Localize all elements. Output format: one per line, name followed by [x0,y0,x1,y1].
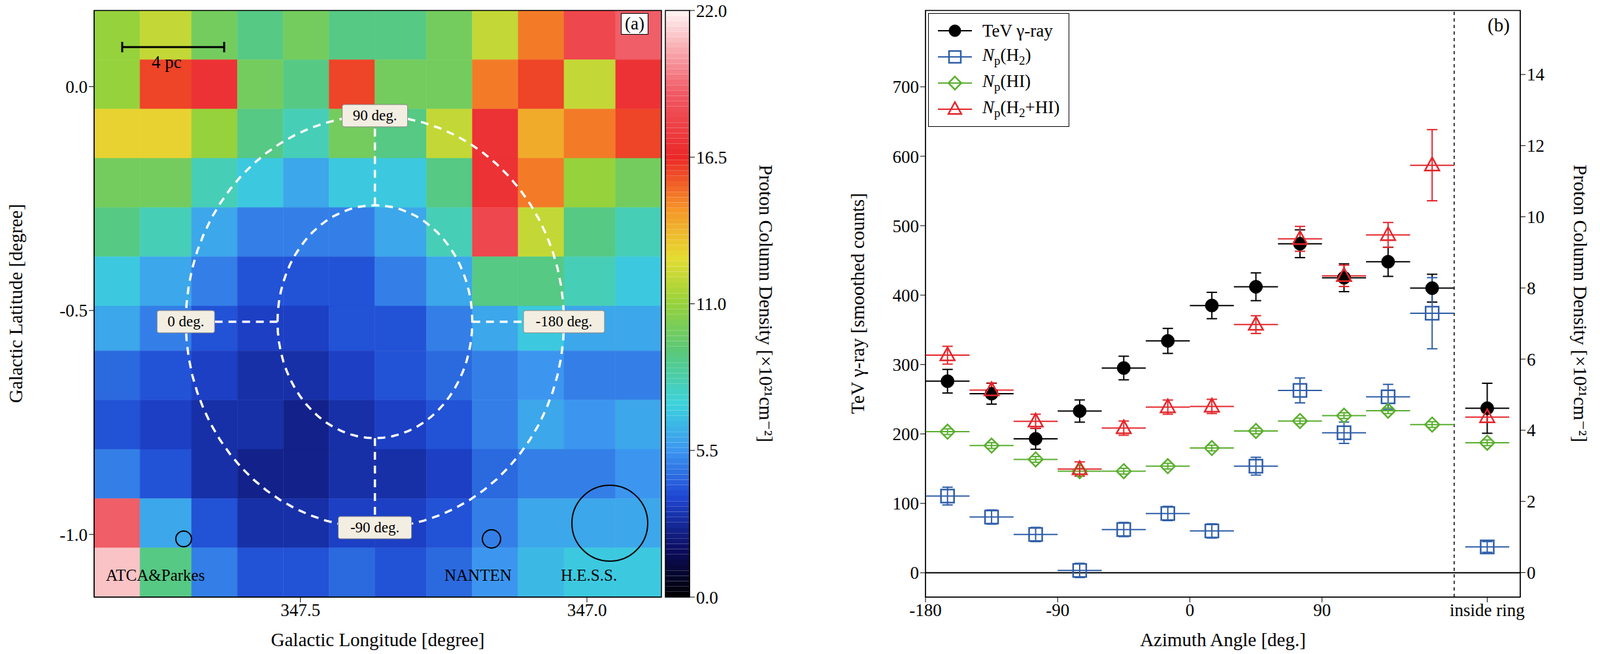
svg-text:4: 4 [1526,420,1536,440]
svg-text:0: 0 [1185,600,1195,620]
svg-text:-0.5: -0.5 [59,300,88,321]
html-text:Proton Column Density [×10²¹cm: Proton Column Density [×10²¹cm⁻²] [755,164,777,442]
svg-text:0: 0 [910,562,920,583]
html-text:TeV γ-ray [smoothed counts]: TeV γ-ray [smoothed counts] [846,192,868,414]
svg-text:0 deg.: 0 deg. [167,313,204,330]
svg-text:2: 2 [1526,491,1536,512]
svg-text:0: 0 [1526,562,1536,583]
html-text:Np(H2): Np(H2) [982,45,1031,68]
svg-text:600: 600 [892,147,920,167]
svg-text:11.0: 11.0 [696,294,727,314]
html-text:(a): (a) [624,13,645,34]
html-text:Galactic Longitude [degree]: Galactic Longitude [degree] [270,628,485,650]
html-text:Galactic Latitude [degree]: Galactic Latitude [degree] [4,203,26,403]
svg-text:-180: -180 [909,600,942,620]
svg-text:90 deg.: 90 deg. [352,107,398,124]
html-text:ATCA&Parkes: ATCA&Parkes [105,566,205,584]
svg-text:0.0: 0.0 [65,77,88,97]
svg-text:10: 10 [1526,207,1545,227]
svg-text:22.0: 22.0 [696,1,727,21]
html-text:(b): (b) [1487,14,1510,36]
html-text:NANTEN: NANTEN [444,566,512,584]
html-text:Np(H I): Np(H I) [982,71,1031,94]
svg-text:16.5: 16.5 [696,147,727,168]
svg-text:500: 500 [892,216,920,236]
svg-text:6: 6 [1526,349,1536,370]
svg-text:inside ring: inside ring [1449,600,1525,620]
html-text:T e V γ - r a y: T e V γ - r a y [982,20,1053,41]
svg-text:200: 200 [892,424,920,444]
svg-text:-1.0: -1.0 [59,524,88,545]
svg-text:-90 deg.: -90 deg. [350,518,400,536]
html-text:Np(H2+ H I): Np(H2+ H I) [982,97,1060,121]
svg-text:-90: -90 [1045,600,1070,620]
svg-text:347.0: 347.0 [567,600,608,620]
svg-text:400: 400 [892,285,920,306]
svg-text:700: 700 [892,77,920,97]
svg-text:14: 14 [1526,64,1546,85]
html-text:Proton Column Density [×10²¹cm: Proton Column Density [×10²¹cm⁻²] [1569,164,1591,442]
svg-text:12: 12 [1526,135,1545,156]
svg-text:300: 300 [892,354,920,375]
svg-text:5.5: 5.5 [696,440,719,461]
svg-text:90: 90 [1313,600,1331,620]
svg-text:347.5: 347.5 [280,600,321,620]
html-text:H.E.S.S.: H.E.S.S. [560,566,618,584]
svg-text:-180 deg.: -180 deg. [535,313,593,330]
svg-text:100: 100 [892,493,920,514]
html-text:4 pc: 4 pc [151,52,182,72]
svg-text:8: 8 [1526,278,1536,299]
svg-text:0.0: 0.0 [696,587,719,608]
html-text:Azimuth Angle [deg.]: Azimuth Angle [deg.] [1139,628,1306,650]
